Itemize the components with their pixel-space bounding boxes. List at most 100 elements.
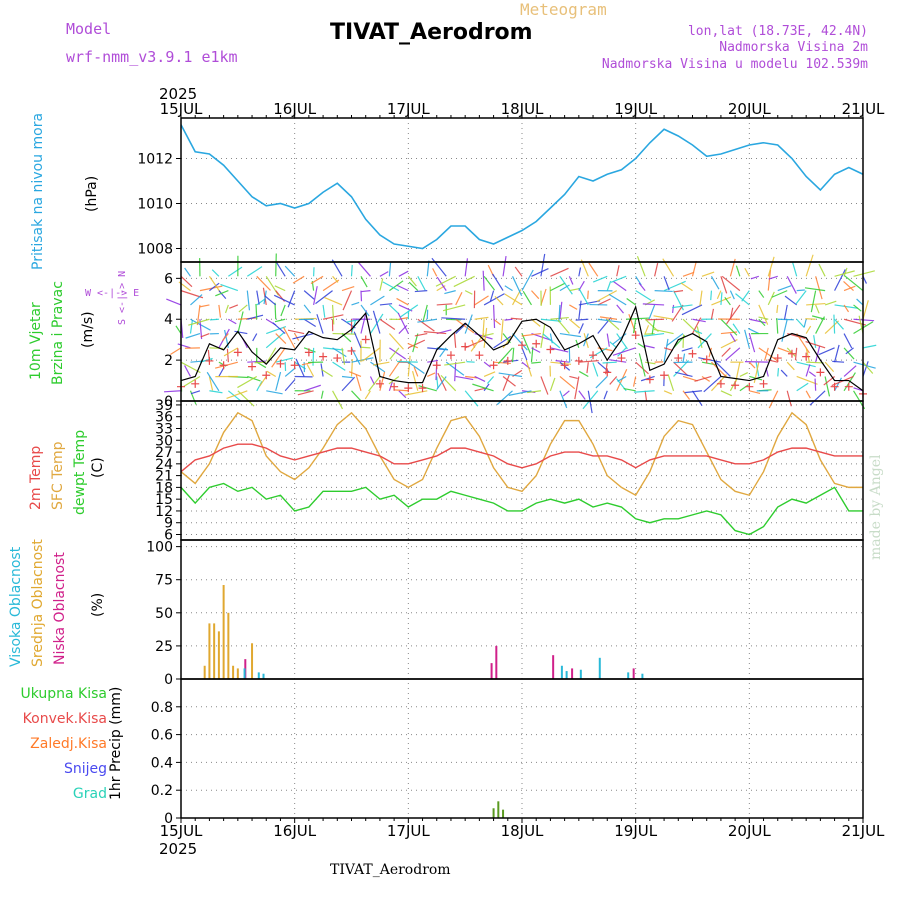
- wind-vector: [196, 304, 201, 326]
- wind-vector: [663, 276, 670, 291]
- x-label-top: 17JUL: [387, 100, 430, 118]
- wind-vector: [862, 361, 869, 377]
- wind-vector: [834, 318, 844, 330]
- wind-vector: [710, 276, 720, 290]
- x-label-bottom: 15JUL: [160, 822, 203, 840]
- wind-vector: [654, 262, 659, 277]
- wind-vector: [276, 262, 286, 277]
- wind-vector: [287, 290, 296, 308]
- wind-vector: [382, 281, 400, 292]
- wind-vector: [407, 361, 425, 375]
- pressure-tick-label: 1012: [137, 152, 173, 168]
- wind-vector: [483, 371, 496, 378]
- wind-vector: [483, 275, 496, 291]
- wind-vector: [682, 353, 686, 363]
- low-cloud-bar: [632, 668, 635, 679]
- wind-vector: [587, 290, 589, 299]
- high-cloud-bar: [243, 668, 246, 679]
- wind-vector: [464, 390, 479, 407]
- pressure-line: [180, 124, 864, 250]
- wind-vector: [609, 359, 627, 363]
- gust-marker: [830, 382, 839, 391]
- wind-vector: [550, 347, 569, 353]
- gust-marker: [802, 352, 811, 361]
- wind-vector: [284, 265, 296, 277]
- wind-vector: [272, 322, 286, 334]
- wind-vector: [398, 390, 407, 399]
- wind-vector: [559, 390, 568, 409]
- wind-vector: [646, 318, 665, 321]
- gust-marker: [631, 331, 640, 340]
- wind-vector: [555, 359, 570, 363]
- wind-vector: [632, 319, 637, 334]
- wind-vector: [292, 275, 305, 284]
- wind-vector: [796, 361, 816, 368]
- wind-vector: [332, 361, 346, 371]
- wind-vector: [682, 375, 698, 382]
- wind-vector: [637, 342, 646, 349]
- wind-vector: [663, 347, 673, 352]
- wind-vector: [834, 304, 858, 309]
- wind-vector: [483, 332, 494, 337]
- wind-vector: [578, 323, 584, 334]
- gust-marker: [645, 375, 654, 384]
- wind-vector: [636, 256, 646, 277]
- temp-tick-label: 15: [155, 492, 173, 508]
- wind-vector: [780, 369, 788, 377]
- gust-marker: [219, 361, 228, 370]
- gust-marker: [205, 356, 214, 365]
- wind-vector: [805, 318, 816, 320]
- wind-vector: [497, 347, 513, 365]
- wind-vector: [527, 390, 542, 394]
- gust-marker: [518, 341, 526, 350]
- wind-vector: [275, 357, 294, 363]
- wind-vector: [294, 333, 300, 341]
- wind-vector: [396, 284, 409, 292]
- wind-vector: [824, 361, 835, 373]
- wind-vector: [767, 256, 775, 277]
- mid-cloud-bar: [222, 585, 225, 679]
- wind-vector: [341, 376, 356, 392]
- wind-vector: [653, 315, 674, 320]
- axes-layer: 1008101010120246691215182124273033363902…: [137, 85, 885, 858]
- wind-vector: [569, 375, 578, 380]
- wind-vector: [694, 375, 712, 382]
- wind-vector: [582, 390, 599, 410]
- wind-vector: [806, 361, 824, 364]
- wind-vector: [675, 371, 693, 378]
- wind-vector: [783, 304, 788, 320]
- wind-vector: [786, 390, 792, 407]
- wind-vector: [726, 304, 741, 325]
- wind-vector: [784, 295, 798, 306]
- wind-vector: [599, 316, 617, 320]
- wind-vector: [609, 341, 618, 349]
- wind-vector: [710, 290, 713, 301]
- wind-vector: [644, 325, 650, 334]
- wind-vector: [464, 290, 473, 295]
- wind-vector: [418, 385, 437, 392]
- wind-vector: [200, 332, 210, 338]
- gust-marker: [347, 346, 356, 355]
- wind-vector: [417, 276, 426, 291]
- wind-vector: [209, 282, 220, 292]
- wind-vector: [853, 270, 875, 277]
- wind-vector: [379, 371, 386, 391]
- wind-vector: [465, 375, 478, 379]
- wind-vector: [199, 285, 223, 292]
- wind-vector: [504, 285, 513, 292]
- wind-vector: [525, 360, 533, 377]
- wind-vector: [606, 280, 612, 291]
- wind-vector: [853, 304, 862, 312]
- wind-vector: [569, 304, 578, 310]
- wind-vector: [714, 360, 731, 377]
- gust-marker: [660, 371, 669, 380]
- wind-vector: [522, 290, 532, 306]
- precip-bar: [502, 809, 505, 818]
- wind-vector: [512, 333, 528, 351]
- wind-vector: [315, 290, 333, 305]
- wind-vector: [595, 376, 608, 389]
- wind-vector: [853, 361, 876, 369]
- wind-vector: [805, 390, 811, 399]
- wind-vector: [284, 367, 296, 377]
- high-cloud-bar: [641, 673, 644, 679]
